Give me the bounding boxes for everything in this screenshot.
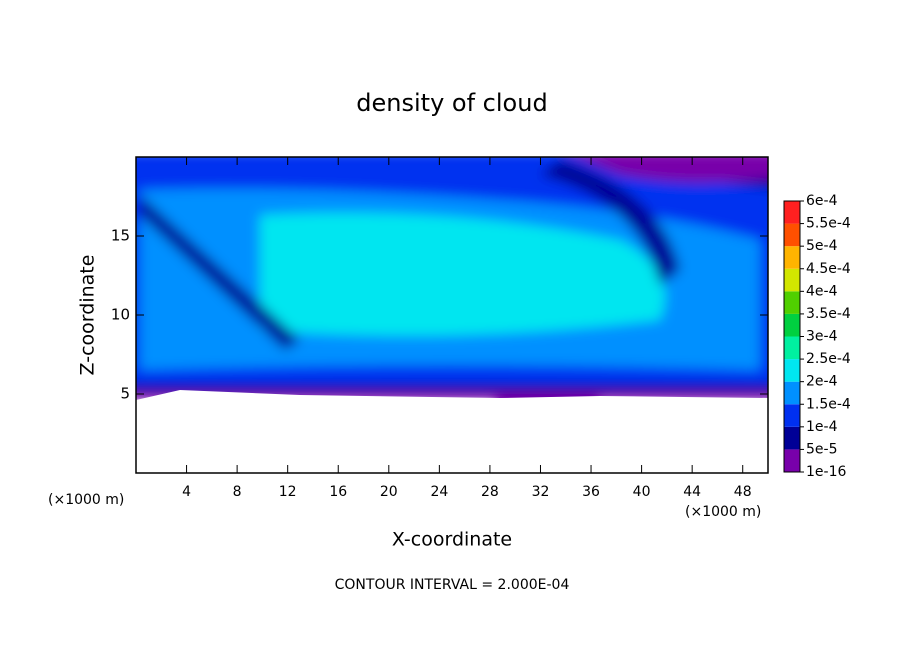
colorbar-label: 4e-4 bbox=[806, 283, 838, 299]
colorbar-band bbox=[784, 359, 800, 382]
colorbar-band bbox=[784, 246, 800, 269]
colorbar-band bbox=[784, 381, 800, 405]
colorbar-label: 4.5e-4 bbox=[806, 261, 851, 277]
y-tick-label: 15 bbox=[111, 227, 130, 245]
x-tick-label: 40 bbox=[633, 484, 651, 500]
colorbar-label: 5e-5 bbox=[806, 441, 837, 457]
y-axis-label: Z-coordinate bbox=[77, 255, 99, 376]
colorbar-label: 5e-4 bbox=[806, 238, 838, 254]
colorbar-band bbox=[784, 291, 800, 314]
colorbar-label: 1.5e-4 bbox=[806, 396, 851, 412]
colorbar-band bbox=[784, 449, 800, 472]
colorbar-label: 5.5e-4 bbox=[806, 216, 851, 232]
colorbar-band bbox=[784, 404, 800, 427]
x-tick-label: 20 bbox=[380, 484, 398, 500]
x-axis-label: X-coordinate bbox=[392, 529, 512, 551]
colorbar-label: 3.5e-4 bbox=[806, 306, 851, 322]
chart-title: density of cloud bbox=[356, 89, 547, 117]
x-tick-label: 28 bbox=[481, 484, 499, 500]
colorbar-label: 2e-4 bbox=[806, 374, 838, 390]
x-tick-label: 36 bbox=[582, 484, 600, 500]
colorbar-band bbox=[784, 313, 800, 337]
contour-field bbox=[136, 157, 768, 473]
colorbar-label: 6e-4 bbox=[806, 193, 838, 209]
x-tick-label: 32 bbox=[532, 484, 550, 500]
x-tick-label: 48 bbox=[734, 484, 752, 500]
x-unit: (×1000 m) bbox=[685, 504, 761, 520]
colorbar-label: 3e-4 bbox=[806, 329, 838, 345]
colorbar-band bbox=[784, 223, 800, 247]
footer: CONTOUR INTERVAL = 2.000E-04 bbox=[335, 577, 570, 593]
colorbar-band bbox=[784, 426, 800, 450]
x-tick-label: 12 bbox=[279, 484, 297, 500]
colorbar-label: 1e-16 bbox=[806, 464, 846, 480]
x-tick-label: 16 bbox=[329, 484, 347, 500]
colorbar-band bbox=[784, 336, 800, 360]
x-tick-label: 24 bbox=[430, 484, 448, 500]
x-tick-label: 44 bbox=[683, 484, 701, 500]
colorbar-label: 2.5e-4 bbox=[806, 351, 851, 367]
colorbar-band bbox=[784, 268, 800, 292]
x-tick-label: 4 bbox=[182, 484, 191, 500]
colorbar-label: 1e-4 bbox=[806, 419, 838, 435]
y-tick-label: 5 bbox=[120, 385, 130, 403]
x-unit: (×1000 m) bbox=[48, 492, 124, 508]
colorbar-band bbox=[784, 201, 800, 224]
y-tick-label: 10 bbox=[111, 306, 130, 324]
x-tick-label: 8 bbox=[233, 484, 242, 500]
